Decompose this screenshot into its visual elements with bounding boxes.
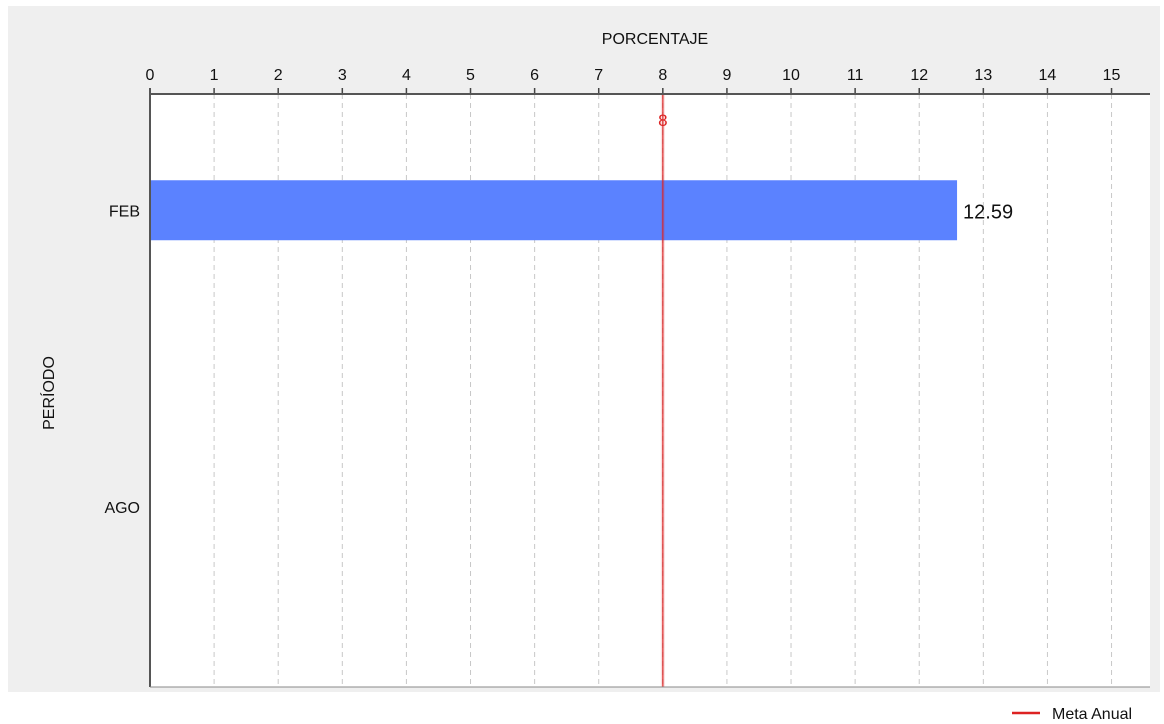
- x-tick-label-4: 4: [402, 67, 411, 84]
- y-axis-title: PERÍODO: [39, 356, 58, 430]
- x-tick-label-6: 6: [530, 67, 539, 84]
- x-tick-label-10: 10: [782, 67, 800, 84]
- bars: [150, 180, 958, 241]
- x-tick-label-1: 1: [210, 67, 219, 84]
- x-tick-label-13: 13: [974, 67, 992, 84]
- x-tick-label-12: 12: [910, 67, 928, 84]
- x-tick-label-0: 0: [146, 67, 155, 84]
- x-tick-label-14: 14: [1039, 67, 1057, 84]
- x-tick-label-5: 5: [466, 67, 475, 84]
- category-label-ago: AGO: [104, 500, 140, 517]
- x-tick-label-7: 7: [594, 67, 603, 84]
- category-label-feb: FEB: [109, 203, 140, 220]
- x-tick-label-9: 9: [722, 67, 731, 84]
- bar-feb: [150, 180, 958, 241]
- reference-line-group: [660, 94, 665, 687]
- value-label-feb: 12.59: [963, 201, 1013, 223]
- legend: Meta Anual: [1012, 706, 1132, 723]
- x-axis-title: PORCENTAJE: [602, 31, 708, 48]
- x-tick-label-8: 8: [658, 67, 667, 84]
- axes: [149, 88, 1150, 688]
- x-tick-label-15: 15: [1103, 67, 1121, 84]
- x-tick-label-3: 3: [338, 67, 347, 84]
- x-tick-label-11: 11: [847, 67, 864, 84]
- legend-label-meta-anual: Meta Anual: [1052, 706, 1132, 723]
- reference-line-label: 8: [658, 111, 667, 130]
- x-tick-label-2: 2: [274, 67, 283, 84]
